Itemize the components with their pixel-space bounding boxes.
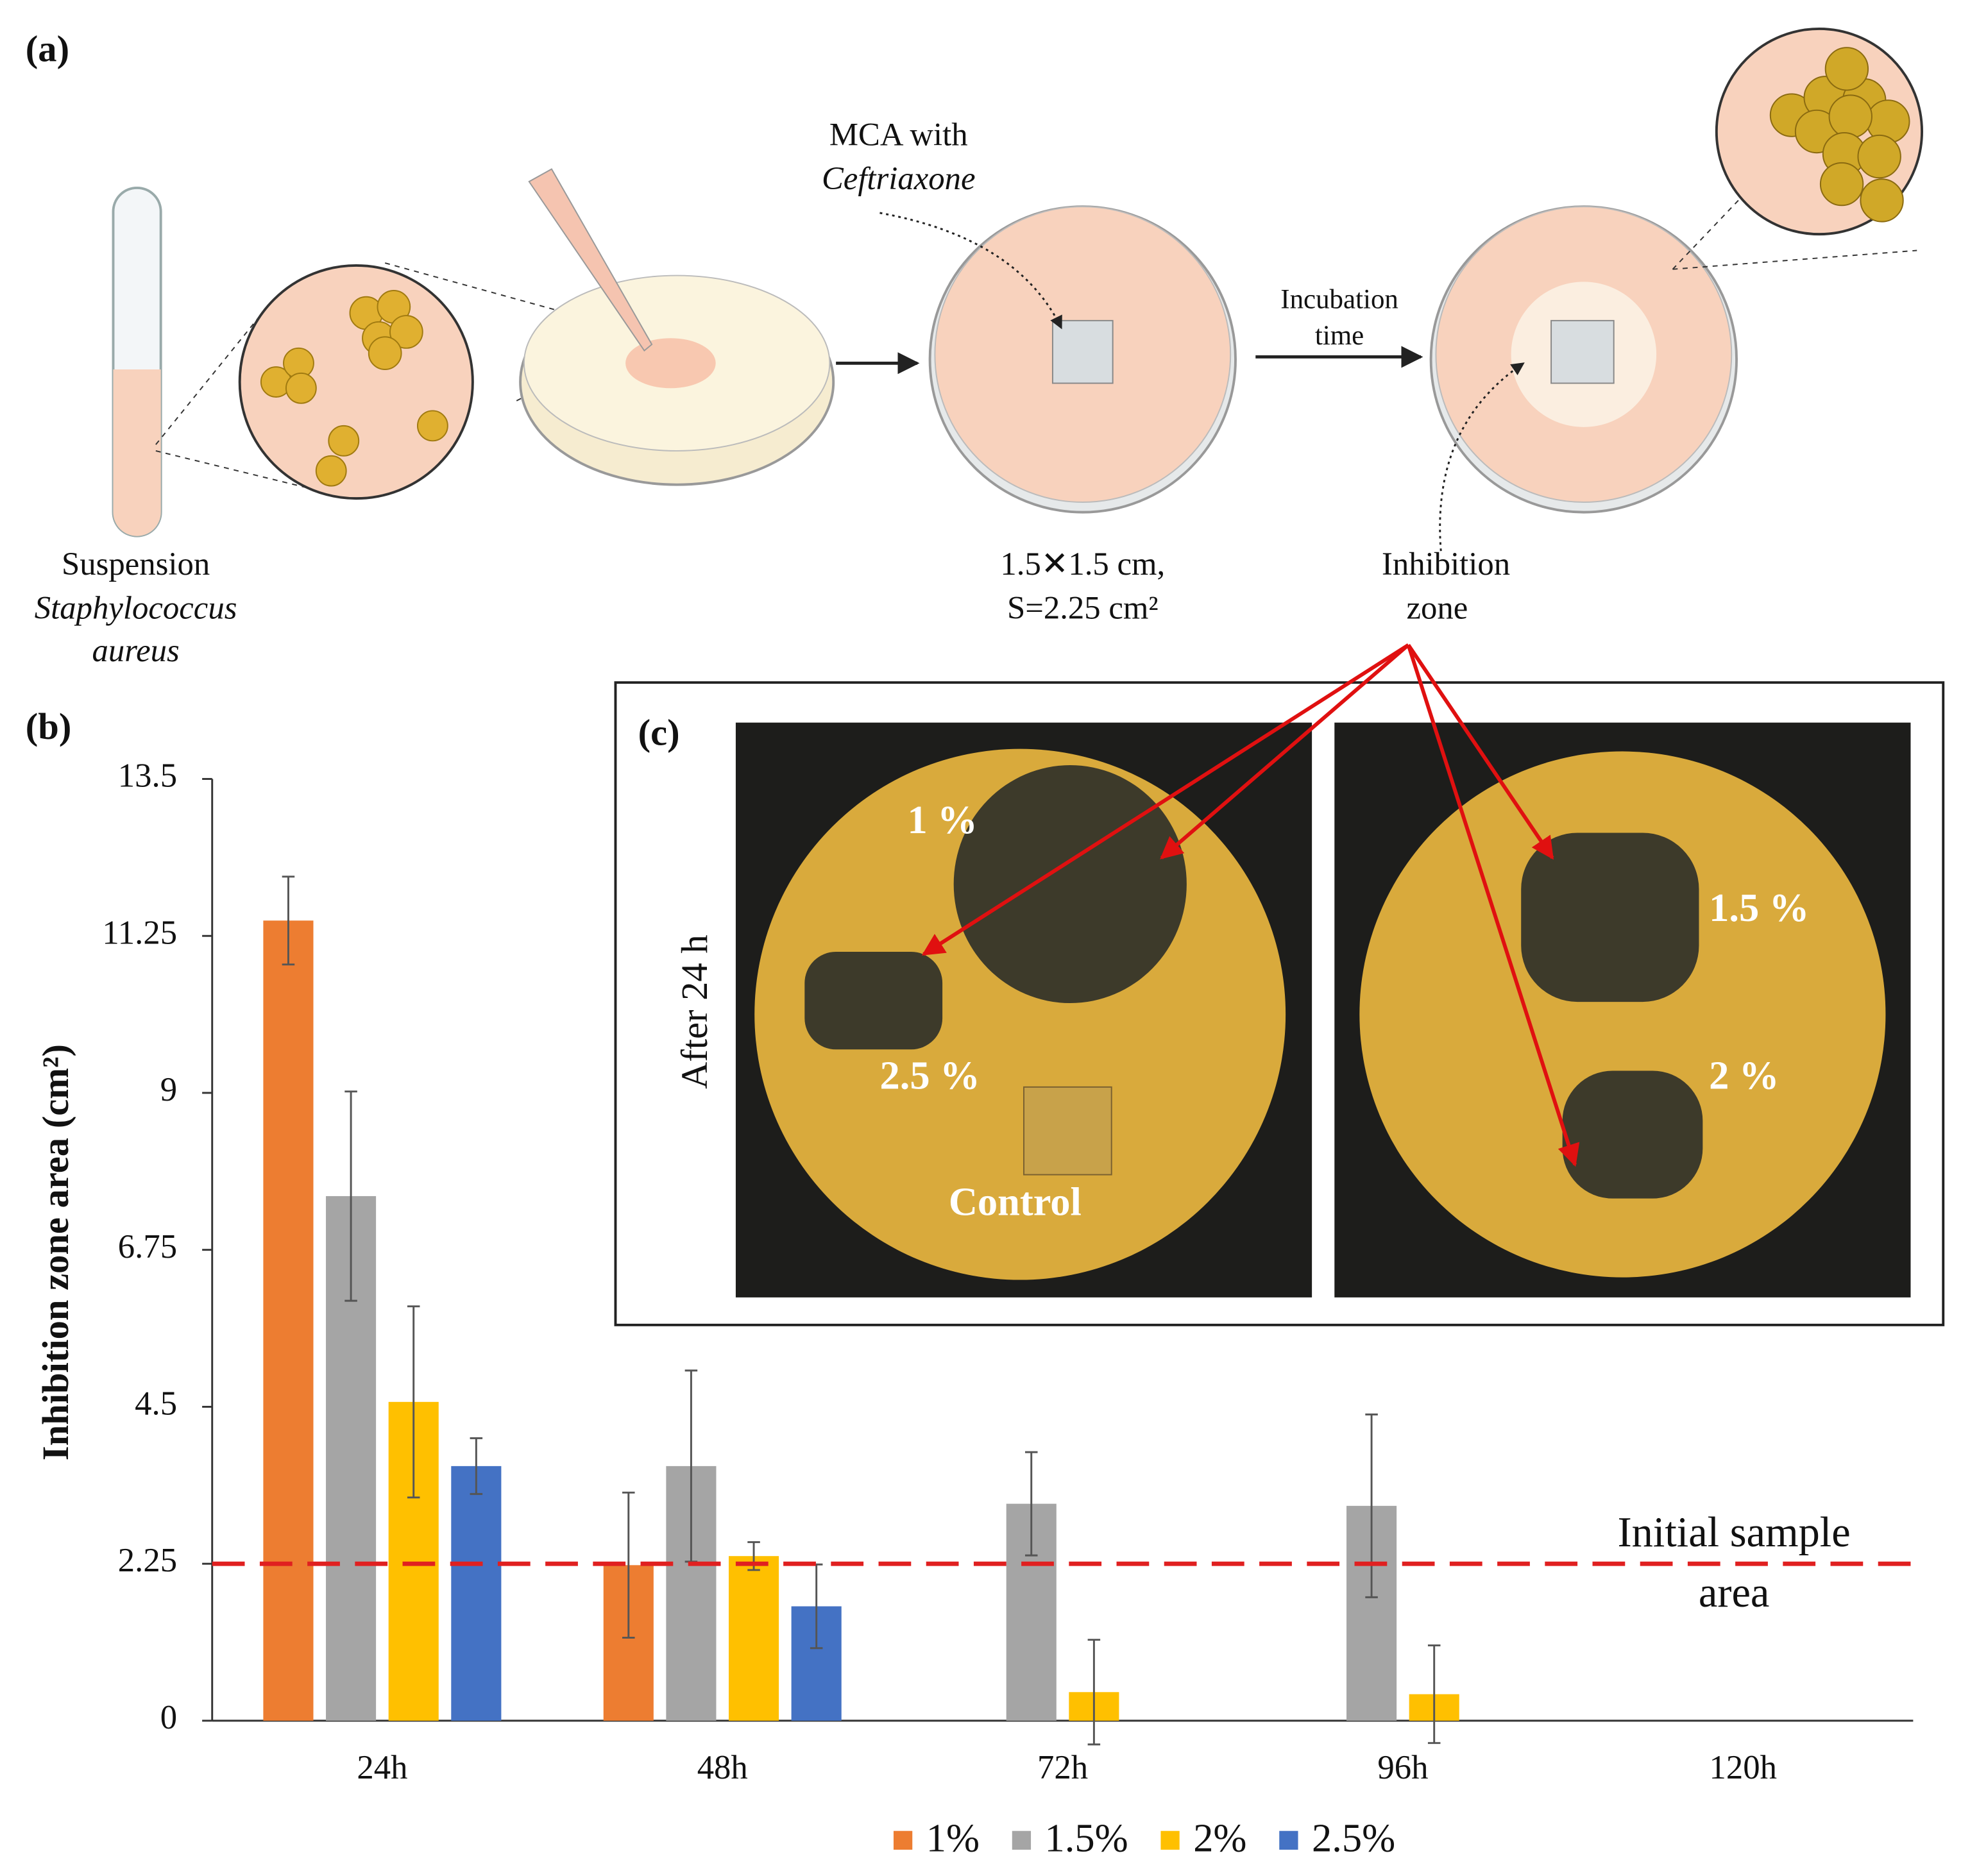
label: aureus (92, 632, 179, 668)
panel-label: (a) (26, 28, 69, 69)
reference-label: Initial sample (1618, 1509, 1851, 1556)
label: MCA with (829, 116, 968, 152)
legend-swatch (1160, 1830, 1180, 1850)
bar (728, 1556, 779, 1721)
x-tick-label: 72h (1037, 1749, 1088, 1786)
plate-label: 2 % (1709, 1052, 1779, 1097)
plate-label: 2.5 % (879, 1052, 980, 1097)
x-tick-label: 48h (697, 1749, 748, 1786)
legend-label: 1.5% (1045, 1816, 1128, 1861)
y-tick-label: 2.25 (118, 1542, 177, 1579)
y-tick-label: 13.5 (118, 757, 177, 795)
label: Incubation (1280, 284, 1398, 314)
x-tick-label: 24h (357, 1749, 407, 1786)
label: Ceftriaxone (822, 160, 976, 196)
y-tick-label: 6.75 (118, 1228, 177, 1265)
y-tick-label: 0 (160, 1699, 177, 1736)
label: time (1315, 321, 1364, 351)
bar (263, 920, 314, 1721)
label: S=2.25 cm² (1007, 590, 1159, 626)
legend-swatch (893, 1830, 913, 1850)
legend-swatch (1012, 1830, 1032, 1850)
plot: 0 2.25 4.5 6.75 9 11.25 13.5 24h 48h 72h 96h 120h In… (102, 757, 1926, 1861)
schematic (112, 27, 1923, 552)
label: 1.5✕1.5 cm, (1000, 546, 1165, 582)
side-label: After 24 h (674, 934, 715, 1089)
panel-label: (b) (26, 706, 72, 747)
label: zone (1406, 590, 1468, 626)
photo-panel (614, 643, 1945, 1326)
x-tick-label: 120h (1709, 1749, 1776, 1786)
y-tick-label: 4.5 (135, 1385, 177, 1423)
legend-label: 2.5% (1312, 1816, 1395, 1861)
panel-label: (c) (638, 712, 680, 754)
plate-label: Control (949, 1179, 1082, 1224)
y-axis-label: Inhibition zone area (cm²) (35, 1044, 76, 1460)
label: Staphylococcus (35, 590, 237, 626)
legend-label: 1% (926, 1816, 980, 1861)
x-tick-label: 96h (1377, 1749, 1428, 1786)
y-tick-label: 11.25 (102, 914, 177, 951)
y-tick-label: 9 (160, 1071, 177, 1108)
plate-label: 1.5 % (1709, 885, 1809, 930)
label: Inhibition (1382, 546, 1510, 582)
reference-label: area (1699, 1569, 1769, 1616)
label: Suspension (62, 546, 210, 582)
plate-label: 1 % (907, 797, 977, 842)
legend-label: 2% (1193, 1816, 1246, 1861)
bar (451, 1466, 502, 1721)
legend-swatch (1279, 1830, 1298, 1850)
